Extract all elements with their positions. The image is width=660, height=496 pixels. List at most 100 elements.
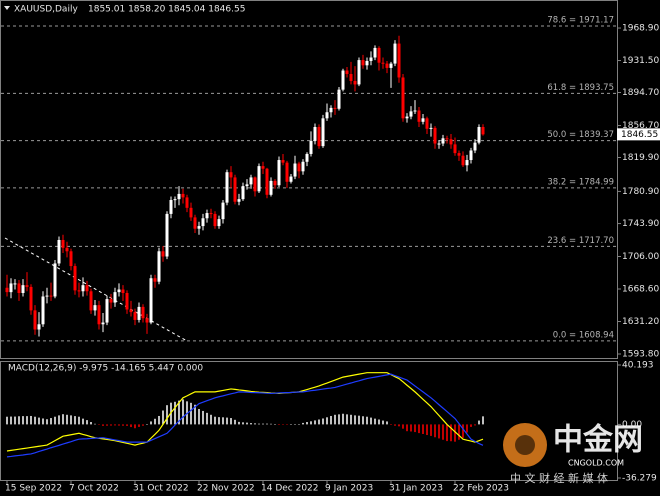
x-tick-label: 22 Feb 2023 <box>453 484 509 494</box>
candle-body <box>337 89 341 109</box>
histogram-bar <box>298 424 300 425</box>
candle-body <box>453 144 457 154</box>
histogram-bar <box>206 412 208 425</box>
candle-body <box>145 318 149 323</box>
histogram-bar <box>458 424 460 440</box>
candle-body <box>225 172 229 203</box>
histogram-bar <box>470 424 472 427</box>
candle-body <box>281 160 285 163</box>
watermark-brand: 中金网 <box>553 423 643 458</box>
histogram-bar <box>102 424 104 426</box>
histogram-bar <box>282 424 284 425</box>
y-tick-label: 1894.70 <box>622 88 659 98</box>
candle-body <box>173 199 177 201</box>
histogram-bar <box>250 423 252 425</box>
watermark-logo-inner <box>515 435 535 455</box>
candle-body <box>89 291 93 311</box>
candle-body <box>265 168 269 195</box>
candle-body <box>157 251 161 282</box>
histogram-bar <box>422 424 424 434</box>
histogram-bar <box>358 415 360 425</box>
histogram-bar <box>34 416 36 425</box>
candle-body <box>181 193 185 198</box>
histogram-bar <box>378 419 380 425</box>
histogram-bar <box>138 424 140 427</box>
candle-body <box>381 62 385 64</box>
y-tick-label: 1819.90 <box>622 153 659 163</box>
candle-body <box>41 296 45 325</box>
histogram-bar <box>62 414 64 425</box>
histogram-bar <box>258 423 260 425</box>
fib-level-label: 61.8 = 1893.75 <box>547 83 614 93</box>
y-tick-label: 1743.90 <box>622 219 659 229</box>
histogram-bar <box>42 418 44 425</box>
histogram-bar <box>70 415 72 425</box>
candle-body <box>353 80 357 85</box>
candle-body <box>45 295 49 297</box>
indicator-line <box>6 372 484 452</box>
histogram-bar <box>418 424 420 434</box>
candle-body <box>241 186 245 200</box>
histogram-bar <box>246 422 248 425</box>
histogram-bar <box>478 420 480 425</box>
candle-body <box>397 43 401 78</box>
candle-body <box>357 60 361 85</box>
x-tick-label: 14 Dec 2022 <box>261 484 319 494</box>
candle-body <box>101 322 105 325</box>
histogram-bar <box>454 424 456 442</box>
histogram-bar <box>30 415 32 425</box>
watermark-site: CNGOLD.COM <box>568 459 624 468</box>
y-tick-label: 0.00 <box>622 420 642 430</box>
candle-body <box>189 207 193 218</box>
candle-body <box>97 305 101 325</box>
histogram-bar <box>190 402 192 425</box>
x-tick-label: 22 Nov 2022 <box>197 484 255 494</box>
candle-body <box>29 286 33 311</box>
candle-body <box>301 161 305 172</box>
candle-body <box>293 163 297 177</box>
histogram-bar <box>482 416 484 425</box>
histogram-bar <box>238 421 240 425</box>
candle-body <box>237 199 241 202</box>
histogram-bar <box>410 424 412 432</box>
histogram-bar <box>126 424 128 426</box>
histogram-bar <box>446 424 448 442</box>
histogram-bar <box>434 424 436 438</box>
candle-body <box>481 127 485 135</box>
histogram-bar <box>178 400 180 425</box>
histogram-bar <box>294 424 296 425</box>
y-tick-label: 1968.90 <box>622 24 659 34</box>
histogram-bar <box>302 422 304 425</box>
candle-body <box>425 118 429 129</box>
histogram-bar <box>270 423 272 425</box>
candle-body <box>165 213 169 257</box>
candle-body <box>57 239 61 264</box>
histogram-bar <box>346 414 348 425</box>
candle-body <box>185 197 189 208</box>
candle-body <box>409 111 413 117</box>
candle-body <box>137 306 141 320</box>
watermark: 中金网 CNGOLD.COM 中 文 财 经 新 媒 体 <box>503 423 643 485</box>
candle-body <box>109 299 113 303</box>
histogram-bar <box>314 420 316 425</box>
candle-body <box>197 226 201 229</box>
candle-body <box>401 77 405 119</box>
symbol-menu-icon[interactable] <box>4 6 10 10</box>
histogram-bar <box>174 401 176 425</box>
y-tick-label: 1631.20 <box>622 317 659 327</box>
histogram-bar <box>386 421 388 425</box>
candle-body <box>457 153 461 156</box>
candle-body <box>389 63 393 68</box>
candle-body <box>61 239 65 248</box>
candle-body <box>349 74 353 81</box>
histogram-bar <box>382 420 384 425</box>
histogram-bar <box>162 410 164 425</box>
candle-body <box>449 139 453 145</box>
histogram-bar <box>342 413 344 425</box>
histogram-bar <box>354 415 356 425</box>
histogram-bar <box>366 416 368 425</box>
histogram-bar <box>370 417 372 425</box>
histogram-bar <box>94 423 96 425</box>
candle-body <box>429 127 433 129</box>
candle-body <box>313 127 317 141</box>
